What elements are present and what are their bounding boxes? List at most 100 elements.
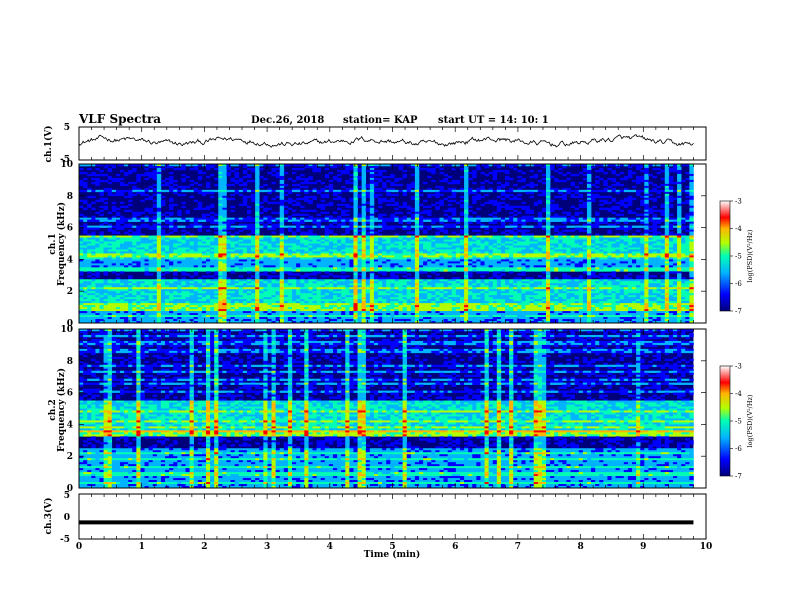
- spectrogram-cell: [583, 190, 587, 192]
- spectrogram-cell: [157, 206, 161, 208]
- spectrogram-cell: [300, 226, 304, 228]
- spectrogram-cell: [181, 168, 185, 170]
- spectrogram-cell: [542, 240, 546, 242]
- spectrogram-cell: [370, 176, 374, 178]
- spectrogram-cell: [628, 190, 632, 192]
- spectrogram-cell: [284, 240, 288, 242]
- spectrogram-cell: [108, 245, 112, 247]
- spectrogram-cell: [591, 249, 595, 251]
- spectrogram-cell: [333, 176, 337, 178]
- spectrogram-cell: [632, 220, 636, 222]
- spectrogram-cell: [476, 234, 480, 236]
- spectrogram-cell: [452, 210, 456, 212]
- spectrogram-cell: [149, 226, 153, 228]
- spectrogram-cell: [665, 174, 669, 176]
- spectrogram-cell: [689, 257, 693, 259]
- spectrogram-cell: [476, 247, 480, 249]
- spectrogram-cell: [583, 261, 587, 263]
- spectrogram-cell: [546, 192, 550, 194]
- spectrogram-cell: [333, 251, 337, 253]
- spectrogram-cell: [665, 249, 669, 251]
- spectrogram-cell: [165, 236, 169, 238]
- spectrogram-cell: [321, 188, 325, 190]
- spectrogram-cell: [501, 232, 505, 234]
- spectrogram-cell: [345, 238, 349, 240]
- spectrogram-cell: [632, 218, 636, 220]
- spectrogram-cell: [427, 168, 431, 170]
- spectrogram-cell: [157, 170, 161, 172]
- spectrogram-cell: [521, 259, 525, 261]
- spectrogram-cell: [616, 253, 620, 255]
- spectrogram-cell: [337, 220, 341, 222]
- spectrogram-cell: [263, 190, 267, 192]
- spectrogram-cell: [689, 202, 693, 204]
- spectrogram-cell: [239, 194, 243, 196]
- spectrogram-cell: [612, 251, 616, 253]
- spectrogram-cell: [243, 255, 247, 257]
- spectrogram-cell: [489, 263, 493, 265]
- spectrogram-cell: [284, 244, 288, 246]
- spectrogram-cell: [317, 259, 321, 261]
- spectrogram-cell: [312, 198, 316, 200]
- spectrogram-cell: [186, 190, 190, 192]
- spectrogram-cell: [653, 198, 657, 200]
- spectrogram-cell: [534, 226, 538, 228]
- spectrogram-cell: [333, 212, 337, 214]
- spectrogram-cell: [542, 178, 546, 180]
- spectrogram-cell: [333, 220, 337, 222]
- spectrogram-cell: [628, 236, 632, 238]
- spectrogram-cell: [116, 242, 120, 244]
- spectrogram-cell: [312, 255, 316, 257]
- spectrogram-cell: [423, 257, 427, 259]
- spectrogram-cell: [382, 224, 386, 226]
- spectrogram-cell: [403, 216, 407, 218]
- spectrogram-cell: [370, 220, 374, 222]
- spectrogram-cell: [575, 245, 579, 247]
- spectrogram-cell: [292, 242, 296, 244]
- spectrogram-cell: [382, 253, 386, 255]
- spectrogram-cell: [689, 230, 693, 232]
- spectrogram-cell: [399, 184, 403, 186]
- spectrogram-cell: [218, 186, 222, 188]
- spectrogram-cell: [329, 230, 333, 232]
- spectrogram-cell: [349, 200, 353, 202]
- spectrogram-cell: [407, 247, 411, 249]
- spectrogram-cell: [476, 194, 480, 196]
- spectrogram-cell: [595, 242, 599, 244]
- spectrogram-cell: [349, 251, 353, 253]
- spectrogram-cell: [329, 224, 333, 226]
- spectrogram-cell: [386, 218, 390, 220]
- spectrogram-cell: [431, 180, 435, 182]
- spectrogram-cell: [353, 224, 357, 226]
- spectrogram-cell: [390, 214, 394, 216]
- spectrogram-cell: [378, 198, 382, 200]
- spectrogram-cell: [632, 253, 636, 255]
- spectrogram-cell: [599, 190, 603, 192]
- spectrogram-cell: [120, 184, 124, 186]
- spectrogram-cell: [448, 255, 452, 257]
- spectrogram-cell: [161, 244, 165, 246]
- spectrogram-cell: [648, 210, 652, 212]
- spectrogram-cell: [689, 178, 693, 180]
- spectrogram-cell: [628, 200, 632, 202]
- spectrogram-cell: [231, 194, 235, 196]
- spectrogram-cell: [431, 245, 435, 247]
- spectrogram-cell: [366, 218, 370, 220]
- spectrogram-cell: [444, 259, 448, 261]
- spectrogram-cell: [599, 226, 603, 228]
- spectrogram-cell: [399, 251, 403, 253]
- spectrogram-cell: [427, 251, 431, 253]
- spectrogram-cell: [370, 230, 374, 232]
- spectrogram-cell: [165, 244, 169, 246]
- spectrogram-cell: [468, 218, 472, 220]
- spectrogram-cell: [472, 226, 476, 228]
- spectrogram-cell: [566, 238, 570, 240]
- spectrogram-cell: [190, 224, 194, 226]
- spectrogram-cell: [222, 194, 226, 196]
- spectrogram-cell: [485, 240, 489, 242]
- spectrogram-cell: [124, 226, 128, 228]
- spectrogram-cell: [505, 176, 509, 178]
- spectrogram-cell: [644, 192, 648, 194]
- spectrogram-cell: [562, 238, 566, 240]
- spectrogram-cell: [157, 208, 161, 210]
